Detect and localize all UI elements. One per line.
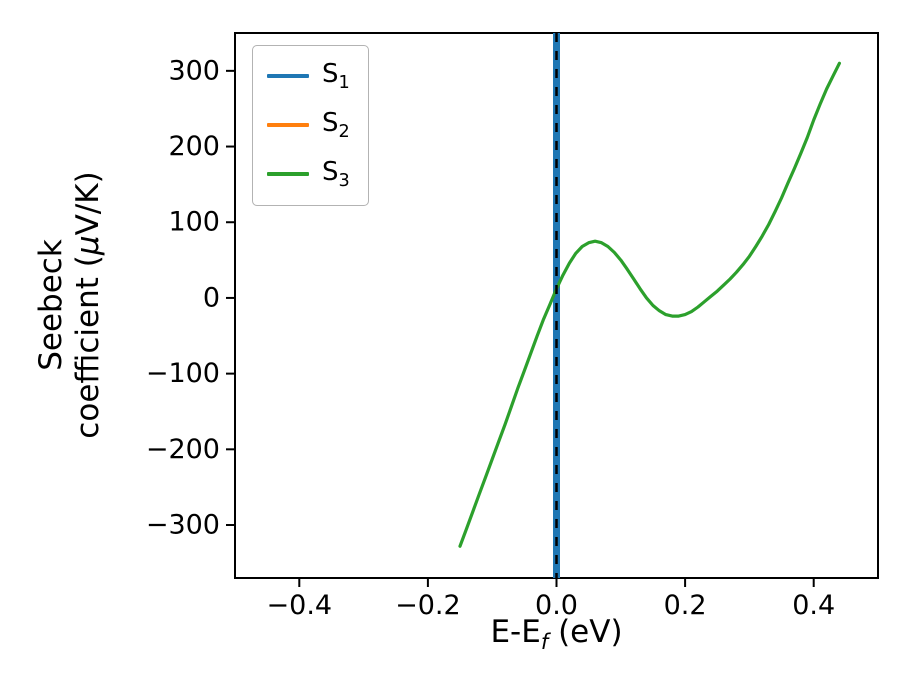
legend-label: S1 <box>322 59 350 94</box>
x-axis-label-subscript: f <box>540 629 549 655</box>
legend-item-S1: S1 <box>267 59 350 93</box>
legend: S1 S2 S3 <box>252 45 369 206</box>
mu-symbol: μ <box>70 235 107 256</box>
y-tick-label: −100 <box>146 358 220 389</box>
legend-line-swatch <box>267 123 309 128</box>
x-axis-label: E-Ef (eV) <box>490 614 623 655</box>
y-tick-label: 0 <box>203 282 220 313</box>
legend-line-swatch <box>267 74 309 79</box>
y-tick-label: 300 <box>168 55 220 86</box>
y-axis-label: Seebeck coefficient (μV/K) <box>33 0 111 615</box>
x-tick-label: 0.0 <box>535 590 578 621</box>
legend-label: S3 <box>322 157 350 192</box>
y-axis-label-line2: coefficient (μV/K) <box>70 171 107 439</box>
x-tick-label: 0.2 <box>664 590 707 621</box>
series-S3-curve <box>458 61 841 548</box>
y-tick-label: −200 <box>146 434 220 465</box>
x-tick-label: −0.4 <box>267 590 333 621</box>
legend-item-S3: S3 <box>267 157 350 192</box>
legend-item-S2: S2 <box>267 108 350 142</box>
y-tick-label: 100 <box>168 207 220 238</box>
y-tick-label: −300 <box>146 510 220 541</box>
x-tick-label: −0.2 <box>395 590 461 621</box>
x-tick-label: 0.4 <box>792 590 835 621</box>
legend-label: S2 <box>322 108 350 143</box>
y-axis-label-line1: Seebeck <box>33 239 69 371</box>
legend-line-swatch <box>267 172 309 177</box>
y-tick-label: 200 <box>168 131 220 162</box>
